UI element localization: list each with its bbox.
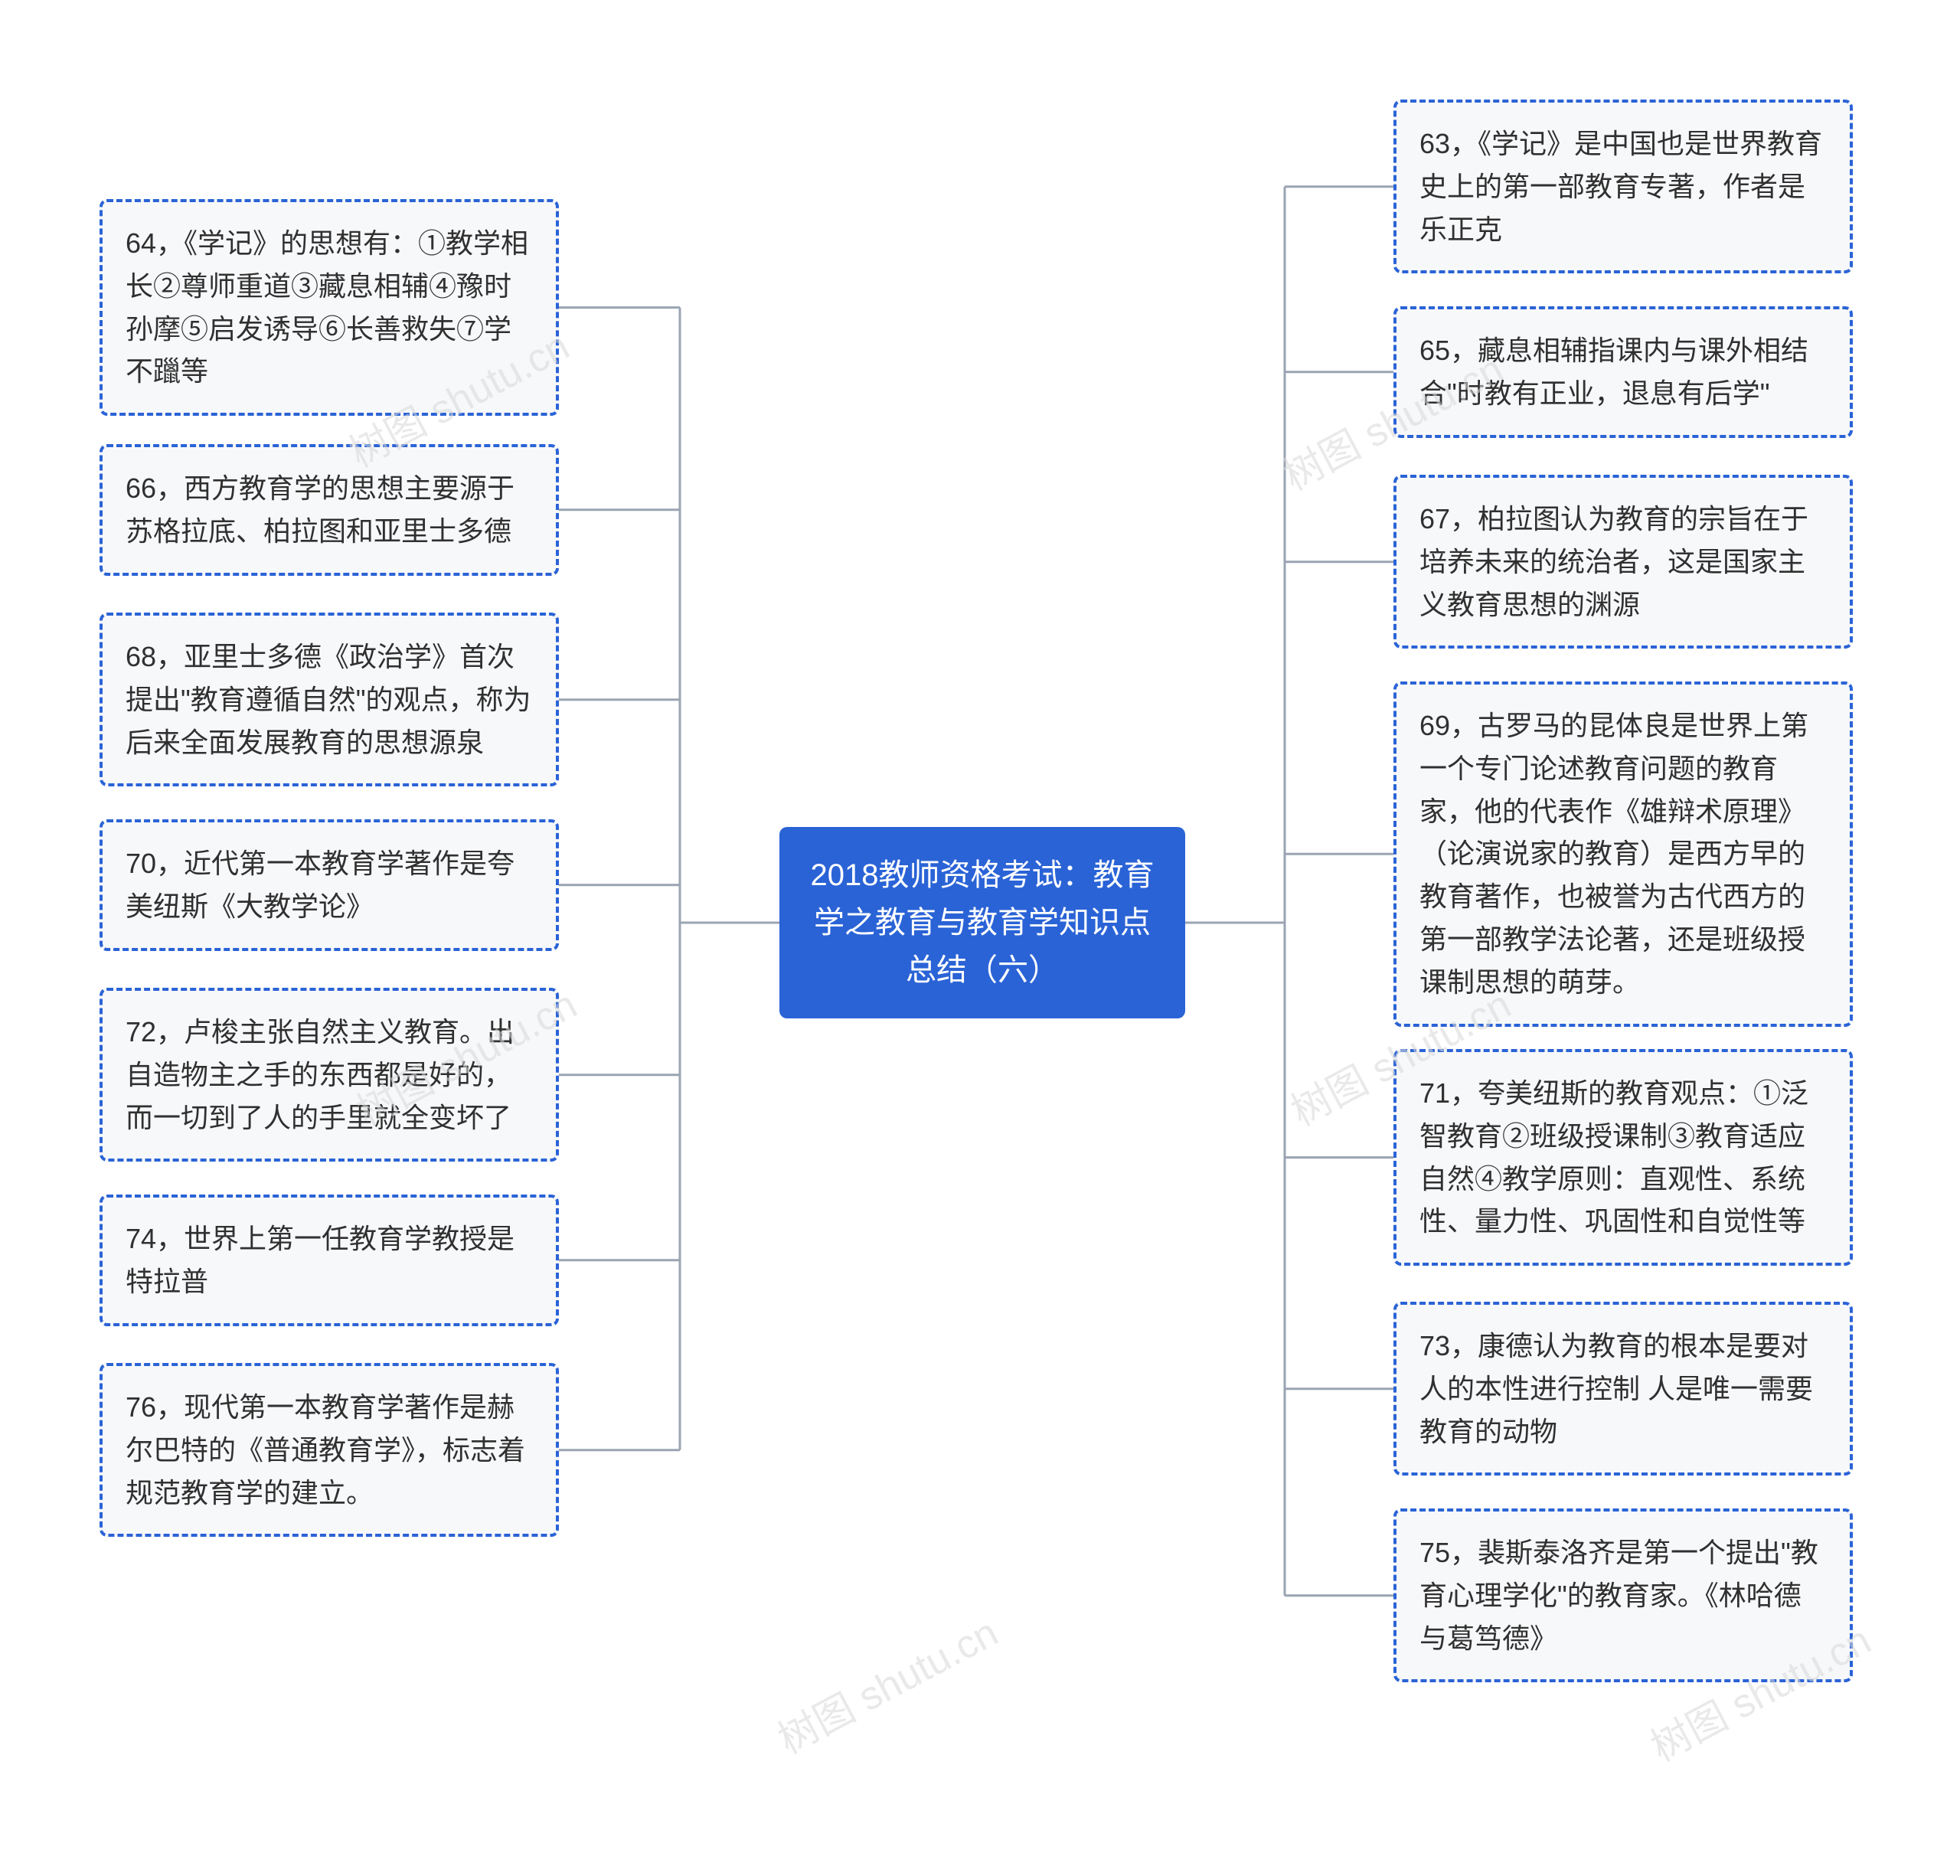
watermark: 树图 shutu.cn bbox=[766, 1600, 1006, 1764]
leaf-n70: 70，近代第一本教育学著作是夸美纽斯《大教学论》 bbox=[100, 819, 559, 951]
leaf-text-n64: 64，《学记》的思想有：①教学相长②尊师重道③藏息相辅④豫时孙摩⑤启发诱导⑥长善… bbox=[126, 227, 528, 387]
leaf-text-n73: 73，康德认为教育的根本是要对人的本性进行控制 人是唯一需要教育的动物 bbox=[1419, 1330, 1813, 1447]
leaf-n68: 68，亚里士多德《政治学》首次提出"教育遵循自然"的观点，称为后来全面发展教育的… bbox=[100, 613, 559, 786]
leaf-n71: 71，夸美纽斯的教育观点：①泛智教育②班级授课制③教育适应自然④教学原则：直观性… bbox=[1393, 1049, 1853, 1266]
leaf-n67: 67，柏拉图认为教育的宗旨在于培养未来的统治者，这是国家主义教育思想的渊源 bbox=[1393, 475, 1853, 649]
leaf-text-n68: 68，亚里士多德《政治学》首次提出"教育遵循自然"的观点，称为后来全面发展教育的… bbox=[126, 641, 531, 758]
leaf-text-n66: 66，西方教育学的思想主要源于苏格拉底、柏拉图和亚里士多德 bbox=[126, 472, 514, 547]
leaf-n63: 63，《学记》是中国也是世界教育史上的第一部教育专著，作者是乐正克 bbox=[1393, 100, 1853, 273]
leaf-text-n71: 71，夸美纽斯的教育观点：①泛智教育②班级授课制③教育适应自然④教学原则：直观性… bbox=[1419, 1077, 1808, 1237]
leaf-text-n70: 70，近代第一本教育学著作是夸美纽斯《大教学论》 bbox=[126, 848, 514, 922]
leaf-text-n67: 67，柏拉图认为教育的宗旨在于培养未来的统治者，这是国家主义教育思想的渊源 bbox=[1419, 503, 1808, 620]
leaf-n69: 69，古罗马的昆体良是世界上第一个专门论述教育问题的教育家，他的代表作《雄辩术原… bbox=[1393, 681, 1853, 1027]
leaf-n75: 75，裴斯泰洛齐是第一个提出"教育心理学化"的教育家。《林哈德与葛笃德》 bbox=[1393, 1508, 1853, 1682]
leaf-text-n65: 65，藏息相辅指课内与课外相结合"时教有正业，退息有后学" bbox=[1419, 335, 1808, 409]
leaf-n74: 74，世界上第一任教育学教授是特拉普 bbox=[100, 1195, 559, 1326]
center-node-text: 2018教师资格考试：教育学之教育与教育学知识点总结（六） bbox=[811, 858, 1155, 987]
leaf-n73: 73，康德认为教育的根本是要对人的本性进行控制 人是唯一需要教育的动物 bbox=[1393, 1302, 1853, 1476]
leaf-n64: 64，《学记》的思想有：①教学相长②尊师重道③藏息相辅④豫时孙摩⑤启发诱导⑥长善… bbox=[100, 199, 559, 416]
leaf-text-n69: 69，古罗马的昆体良是世界上第一个专门论述教育问题的教育家，他的代表作《雄辩术原… bbox=[1419, 710, 1808, 998]
leaf-n65: 65，藏息相辅指课内与课外相结合"时教有正业，退息有后学" bbox=[1393, 306, 1853, 438]
leaf-text-n74: 74，世界上第一任教育学教授是特拉普 bbox=[126, 1223, 514, 1297]
center-node: 2018教师资格考试：教育学之教育与教育学知识点总结（六） bbox=[779, 827, 1185, 1018]
leaf-text-n63: 63，《学记》是中国也是世界教育史上的第一部教育专著，作者是乐正克 bbox=[1419, 128, 1822, 245]
leaf-n76: 76，现代第一本教育学著作是赫尔巴特的《普通教育学》，标志着规范教育学的建立。 bbox=[100, 1363, 559, 1537]
leaf-text-n76: 76，现代第一本教育学著作是赫尔巴特的《普通教育学》，标志着规范教育学的建立。 bbox=[126, 1391, 525, 1508]
leaf-text-n72: 72，卢梭主张自然主义教育。出自造物主之手的东西都是好的，而一切到了人的手里就全… bbox=[126, 1016, 514, 1133]
leaf-n72: 72，卢梭主张自然主义教育。出自造物主之手的东西都是好的，而一切到了人的手里就全… bbox=[100, 988, 559, 1162]
leaf-n66: 66，西方教育学的思想主要源于苏格拉底、柏拉图和亚里士多德 bbox=[100, 444, 559, 576]
leaf-text-n75: 75，裴斯泰洛齐是第一个提出"教育心理学化"的教育家。《林哈德与葛笃德》 bbox=[1419, 1537, 1818, 1654]
